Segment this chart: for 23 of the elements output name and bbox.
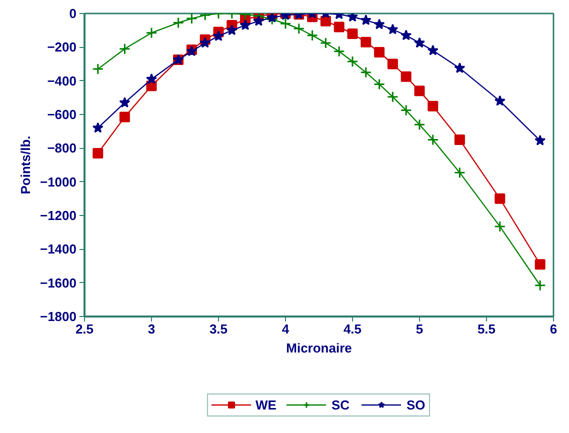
y-tick-label: −600 [47,107,77,122]
y-tick-label: 0 [69,6,77,21]
y-axis-title: Points/lb. [18,136,33,194]
x-tick-label: 6 [550,322,558,336]
y-tick-label: −1600 [40,275,77,290]
y-tick-label: −1800 [40,309,77,324]
x-tick-label: 4.5 [343,322,362,336]
y-tick-label: −1000 [40,174,77,190]
x-tick-label: 5 [416,322,424,336]
legend-label: SC [331,397,351,412]
x-tick-label: 3 [148,322,156,336]
y-tick-label: −200 [47,40,77,55]
y-tick-label: −1200 [40,208,77,223]
y-tick-label: −400 [47,73,77,88]
x-axis-title: Micronaire [286,340,352,356]
y-tick-label: −1400 [40,242,77,257]
x-tick-label: 3.5 [209,322,228,336]
x-tick-label: 2.5 [75,322,94,336]
x-tick-label: 4 [282,322,290,336]
x-tick-label: 5.5 [477,322,496,336]
legend-label: WE [256,397,276,412]
y-tick-label: −800 [47,140,77,156]
legend-label: SO [406,397,426,412]
